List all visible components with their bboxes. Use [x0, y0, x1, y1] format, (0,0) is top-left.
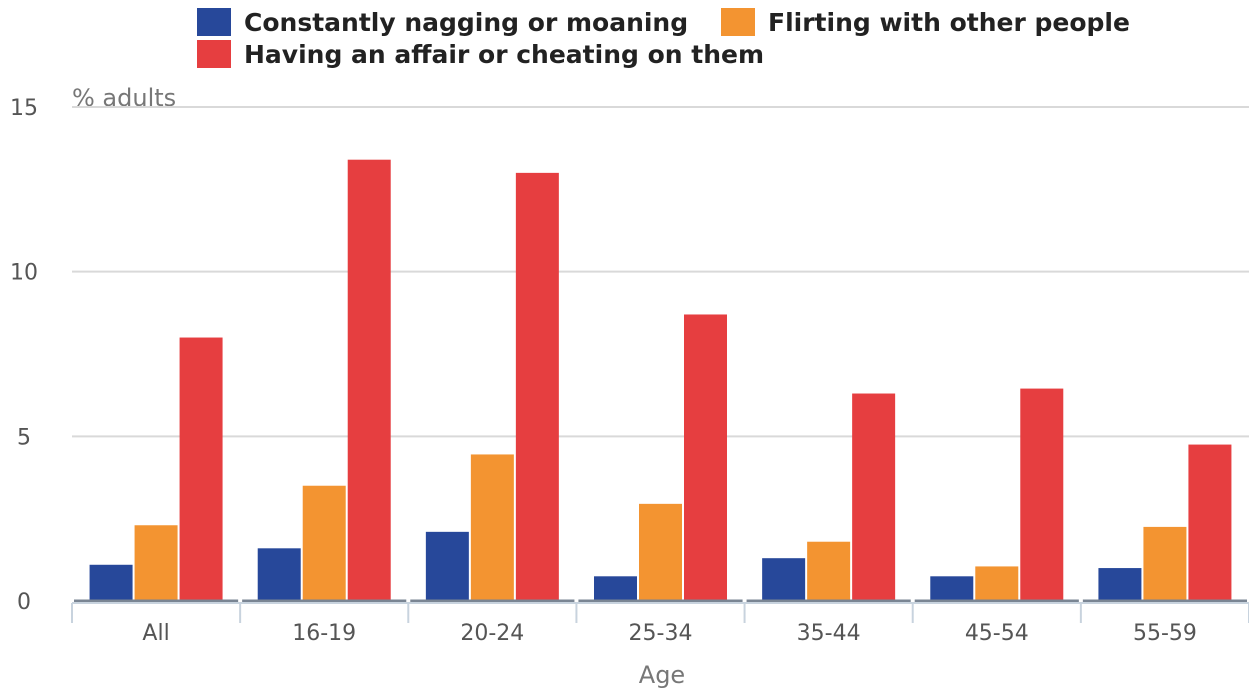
- bar: [302, 485, 346, 601]
- bar: [347, 159, 391, 601]
- y-tick-label: 5: [17, 425, 31, 450]
- x-tick-label: 16-19: [292, 621, 356, 646]
- bar: [1098, 568, 1142, 601]
- x-tick-label: All: [142, 621, 169, 646]
- bar: [179, 337, 223, 601]
- bar: [684, 314, 727, 601]
- bar: [639, 503, 682, 601]
- x-tick-label: 20-24: [460, 621, 524, 646]
- bar: [134, 525, 178, 601]
- y-tick-label: 15: [10, 96, 38, 121]
- x-tick-label: 35-44: [797, 621, 861, 646]
- y-tick-label: 0: [17, 590, 31, 615]
- x-tick-label: 45-54: [965, 621, 1029, 646]
- x-tick-label: 55-59: [1133, 621, 1197, 646]
- legend-swatch-flirting: [721, 8, 755, 36]
- bar: [1143, 526, 1187, 601]
- bar: [852, 393, 896, 601]
- bar: [1020, 388, 1064, 601]
- gridlines: [72, 106, 1249, 438]
- axes: 0 5 10 15 All 16-19 20-24 25-34 35-44 45-54 55-59: [10, 96, 1249, 646]
- bar: [470, 454, 514, 601]
- legend-label-nagging: Constantly nagging or moaning: [244, 8, 688, 37]
- bar: [425, 531, 469, 601]
- y-tick-label: 10: [10, 261, 38, 286]
- bar: [257, 548, 301, 601]
- bar: [930, 576, 974, 601]
- x-axis-title: Age: [639, 661, 685, 689]
- legend-swatch-nagging: [197, 8, 231, 36]
- bar: [515, 172, 559, 601]
- bar: [89, 564, 133, 601]
- bar: [1188, 444, 1232, 601]
- legend-label-flirting: Flirting with other people: [768, 8, 1130, 37]
- bar: [594, 576, 637, 601]
- bar: [807, 541, 851, 601]
- legend-label-affair: Having an affair or cheating on them: [244, 40, 764, 69]
- legend: Constantly nagging or moaning Flirting w…: [197, 8, 1130, 69]
- x-tick-label: 25-34: [629, 621, 693, 646]
- bars: [89, 159, 1232, 601]
- bar: [762, 558, 806, 601]
- bar: [975, 566, 1019, 601]
- legend-swatch-affair: [197, 40, 231, 68]
